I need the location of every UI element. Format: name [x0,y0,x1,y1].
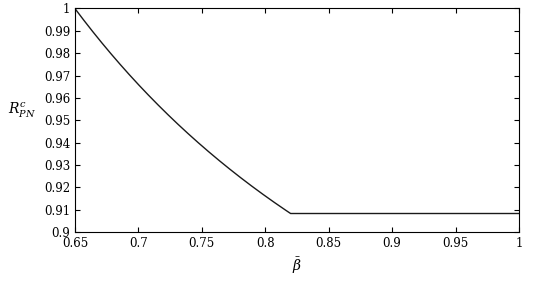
X-axis label: $\bar{\beta}$: $\bar{\beta}$ [292,256,302,276]
Y-axis label: $R^c_{PN}$: $R^c_{PN}$ [7,101,36,120]
